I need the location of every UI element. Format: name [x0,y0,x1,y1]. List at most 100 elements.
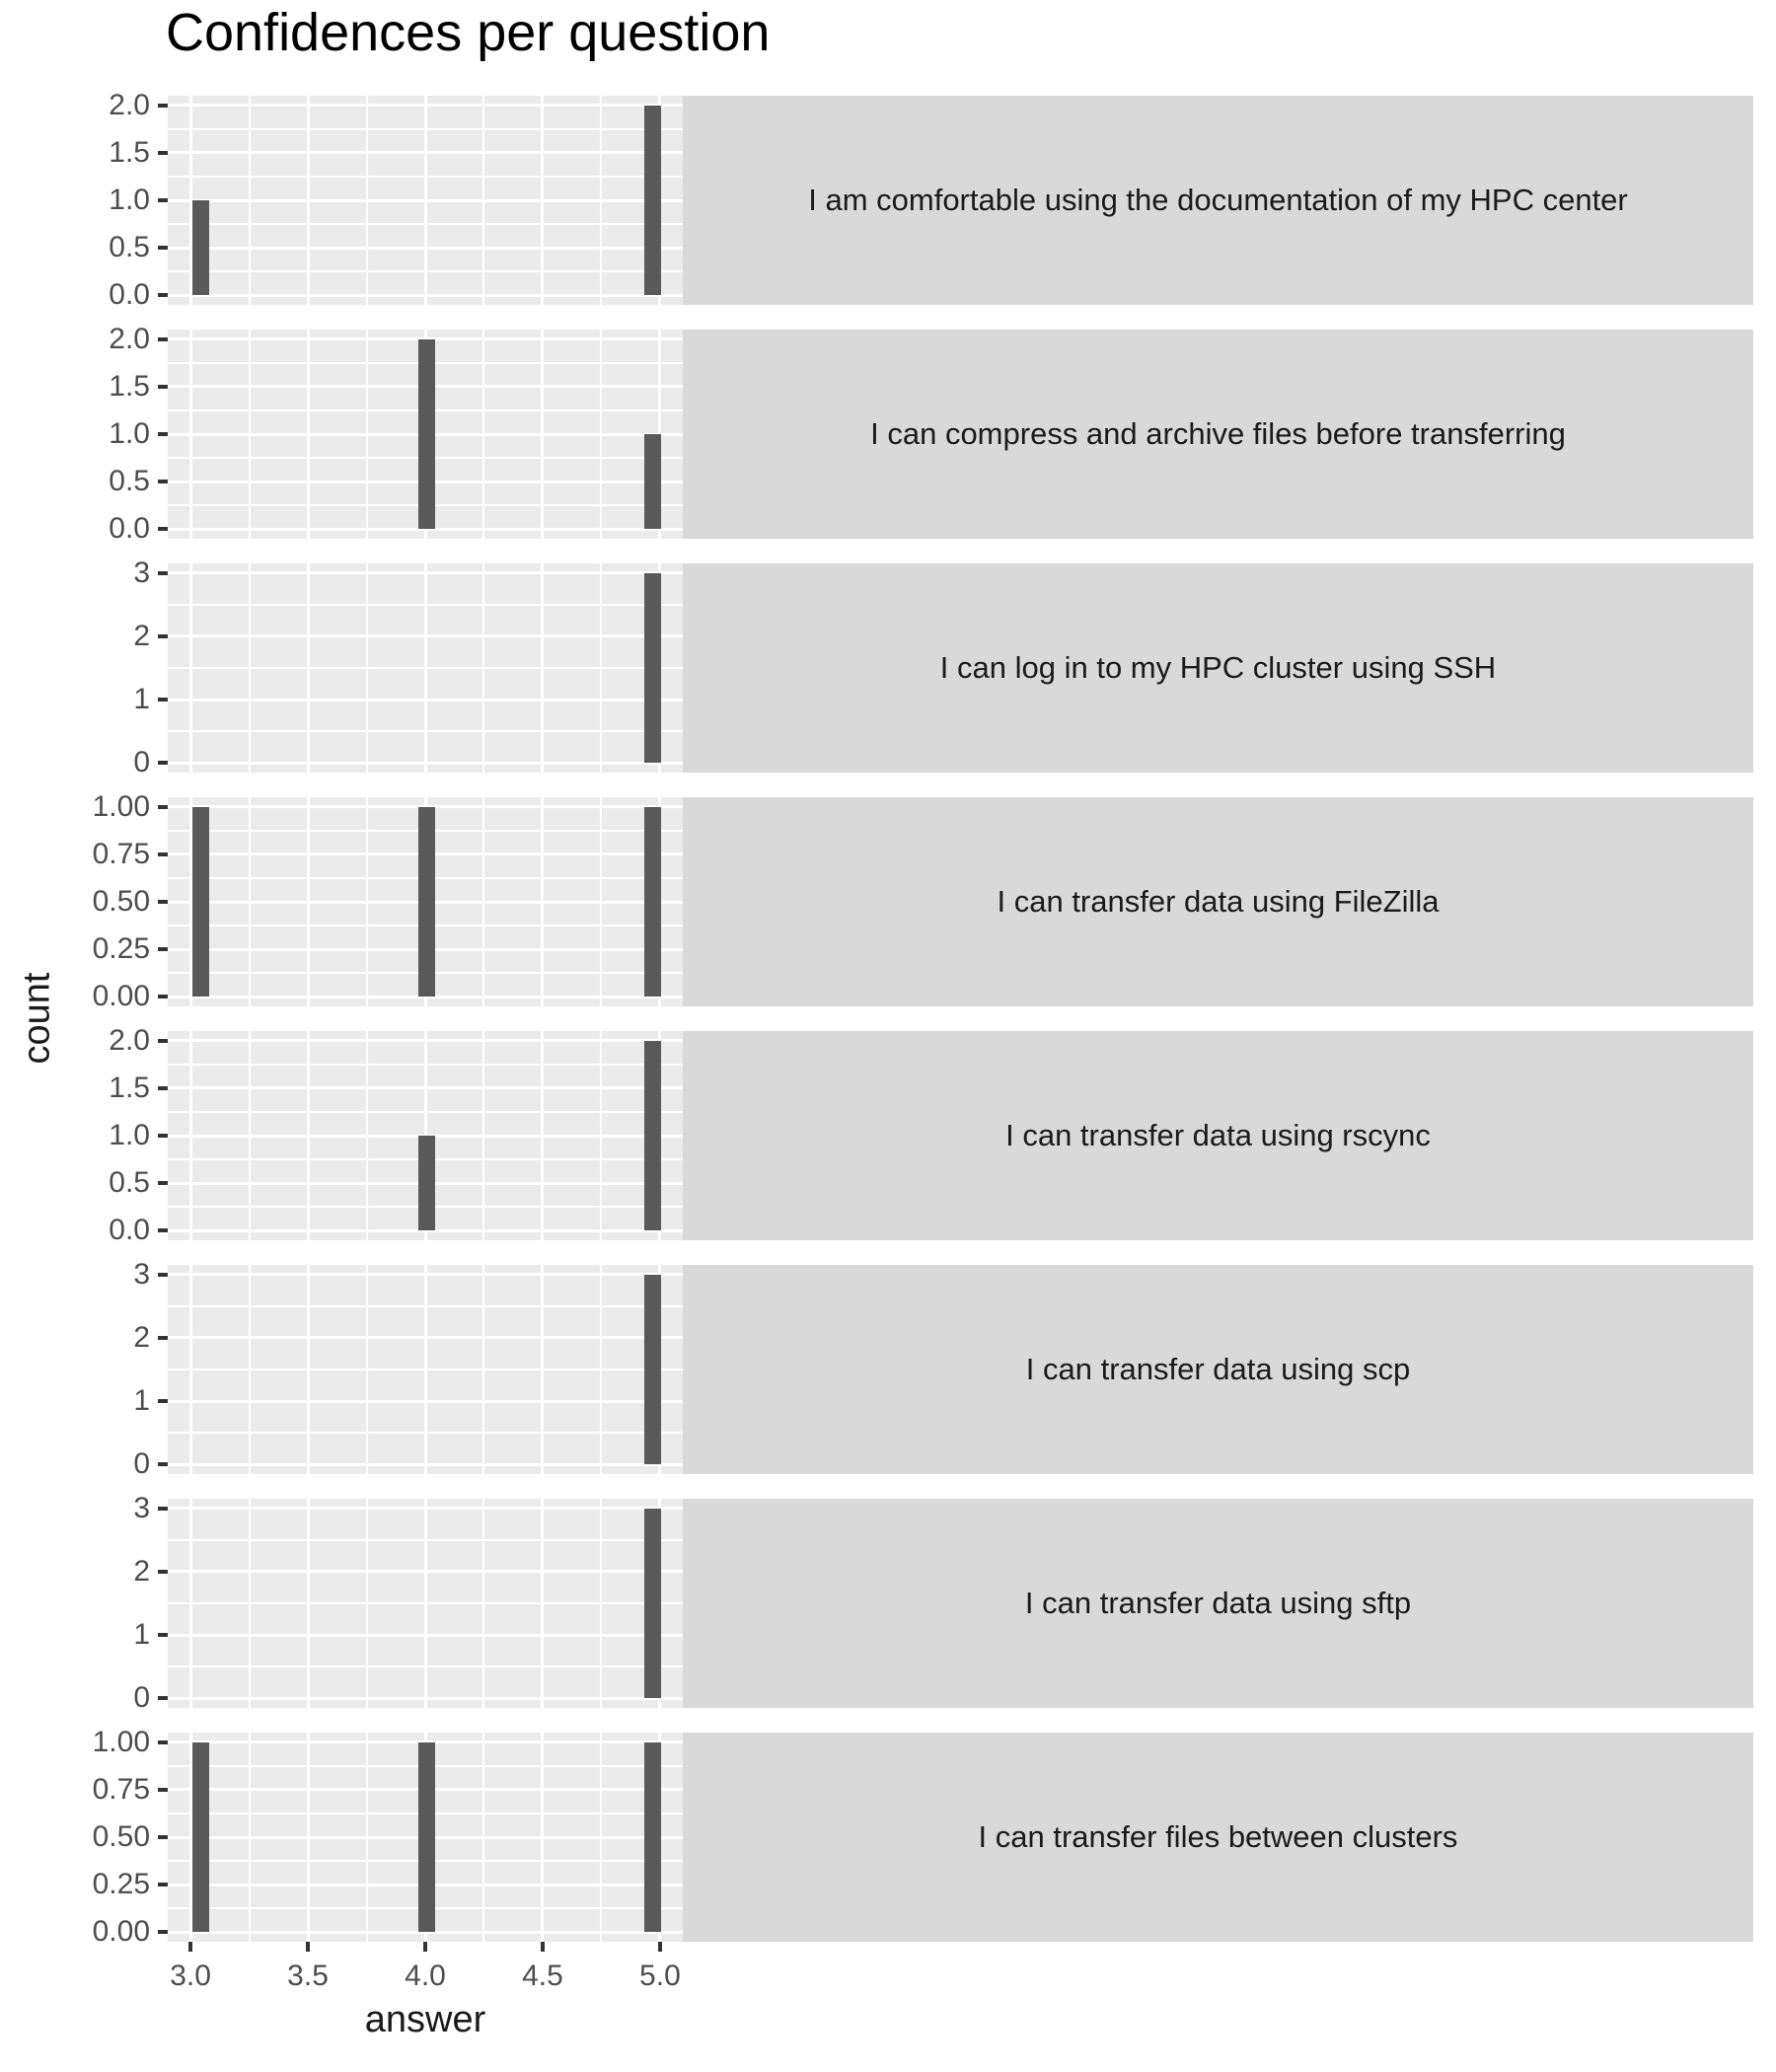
x-tick-mark [306,1942,311,1952]
y-tick-label: 1.00 [92,789,150,823]
y-tick-mark [158,1272,168,1277]
major-gridline [168,104,683,108]
y-tick-label: 0.50 [92,1820,150,1853]
minor-gridline [168,175,683,178]
x-tick-mark [657,1942,662,1952]
major-gridline [168,1462,683,1466]
facet-strip-label: I can transfer data using scp [1025,1352,1411,1386]
x-tick-label: 5.0 [639,1960,681,1992]
minor-gridline [168,1369,683,1370]
y-tick-mark [158,995,168,999]
x-axis-title: answer [364,1999,486,2040]
facet-strip-label: I can transfer files between clusters [978,1819,1458,1854]
y-tick-mark [158,246,168,251]
facet-strip: I can transfer data using rscync [683,1031,1753,1240]
facet-strip: I am comfortable using the documentation… [683,96,1753,305]
histogram-bar [418,1136,435,1231]
y-tick-mark [158,1038,168,1043]
histogram-bar [643,1508,661,1699]
facet-strip: I can transfer data using FileZilla [683,797,1753,1006]
y-tick-mark [158,761,168,766]
major-gridline [168,1086,683,1090]
y-tick-mark [158,1228,168,1233]
histogram-bar [192,806,210,998]
histogram-bar [643,1274,661,1465]
y-tick-mark [158,1335,168,1340]
y-tick-label: 1 [133,1384,150,1418]
y-tick-mark [158,527,168,532]
minor-gridline [168,270,683,273]
y-tick-label: 1.5 [109,1071,150,1104]
y-tick-label: 3 [133,1257,150,1291]
major-gridline [168,761,683,765]
x-tick-mark [423,1942,427,1952]
y-tick-label: 1 [133,683,150,716]
y-tick-label: 0.0 [109,512,150,546]
facet-strip-label: I can transfer data using sftp [1024,1586,1412,1620]
y-tick-label: 0.50 [92,885,150,918]
y-tick-mark [158,900,168,904]
major-gridline [168,293,683,297]
histogram-bar [192,200,210,296]
minor-gridline [168,127,683,130]
facet-strip: I can compress and archive files before … [683,330,1753,539]
x-tick-label: 4.5 [522,1960,563,1992]
y-tick-mark [158,1085,168,1090]
y-tick-label: 1.00 [92,1725,150,1758]
y-tick-label: 1.0 [109,417,150,450]
major-gridline [168,1507,683,1511]
major-gridline [168,151,683,155]
y-tick-mark [158,432,168,436]
y-tick-mark [158,103,168,108]
facet-panel [168,1031,683,1240]
major-gridline [168,698,683,702]
y-tick-mark [158,1569,168,1574]
y-tick-label: 2 [133,619,150,652]
facet-panel [168,96,683,305]
facet-strip: I can transfer files between clusters [683,1733,1753,1942]
y-tick-mark [158,1787,168,1792]
y-tick-mark [158,1835,168,1839]
y-tick-label: 0.75 [92,837,150,870]
facet-panel [168,563,683,773]
major-gridline [168,1570,683,1574]
y-tick-mark [158,851,168,856]
y-tick-label: 0.75 [92,1772,150,1806]
y-tick-label: 0.00 [92,1915,150,1949]
major-gridline [168,198,683,202]
major-gridline [168,1273,683,1277]
major-gridline [168,1336,683,1340]
y-tick-mark [158,384,168,389]
y-tick-mark [158,198,168,202]
histogram-bar [192,1741,210,1933]
y-tick-mark [158,947,168,952]
y-tick-label: 0 [133,746,150,779]
x-tick-label: 4.0 [405,1960,446,1992]
y-tick-mark [158,1399,168,1404]
y-tick-label: 0.5 [109,1166,150,1200]
facet-panel [168,1733,683,1942]
y-tick-label: 0 [133,1681,150,1715]
minor-gridline [168,1063,683,1066]
y-tick-label: 1.5 [109,369,150,403]
major-gridline [168,1399,683,1403]
histogram-bar [418,806,435,998]
minor-gridline [168,1432,683,1435]
facet-strip: I can log in to my HPC cluster using SSH [683,563,1753,773]
y-tick-label: 0 [133,1447,150,1481]
chart-title: Confidences per question [166,3,771,62]
histogram-bar [643,1741,661,1933]
facet-panel [168,1265,683,1474]
histogram-bar [643,572,661,764]
y-tick-label: 2.0 [109,1023,150,1057]
y-tick-label: 2 [133,1554,150,1588]
x-tick-mark [188,1942,193,1952]
y-tick-label: 0.5 [109,465,150,498]
major-gridline [168,1930,683,1934]
major-gridline [168,246,683,250]
facet-strip-label: I can compress and archive files before … [870,416,1566,451]
y-tick-mark [158,1883,168,1887]
y-tick-label: 1 [133,1618,150,1652]
facet-strip-label: I can transfer data using FileZilla [997,884,1440,919]
